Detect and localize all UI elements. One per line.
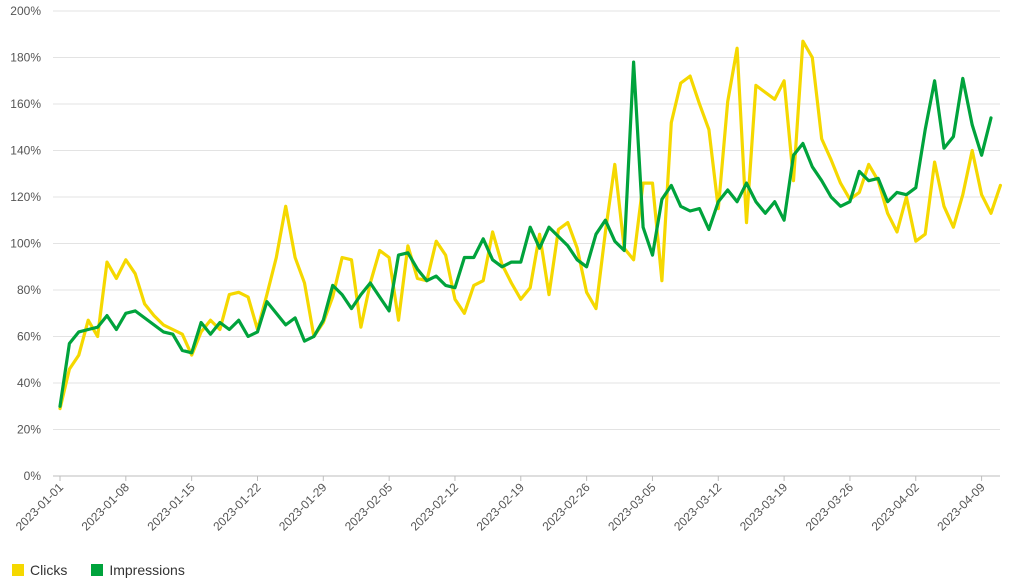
- x-tick-label: 2023-02-05: [342, 480, 396, 534]
- y-tick-label: 140%: [10, 144, 41, 158]
- y-tick-label: 20%: [17, 423, 41, 437]
- x-tick-label: 2023-01-29: [276, 480, 330, 534]
- x-tick-label: 2023-02-26: [539, 480, 593, 534]
- x-tick-label: 2023-03-19: [737, 480, 791, 534]
- series-line-impressions: [58, 60, 993, 408]
- x-tick-label: 2023-03-05: [605, 480, 659, 534]
- x-tick-label: 2023-04-09: [934, 480, 988, 534]
- y-tick-label: 40%: [17, 376, 41, 390]
- legend-swatch-clicks: [12, 564, 24, 576]
- legend-swatch-impressions: [91, 564, 104, 576]
- legend-label-impressions: Impressions: [109, 562, 185, 578]
- y-tick-label: 60%: [17, 330, 41, 344]
- series-line-clicks: [58, 39, 1003, 411]
- x-tick-label: 2023-01-01: [13, 480, 67, 534]
- legend-item-impressions[interactable]: Impressions: [91, 562, 185, 578]
- y-tick-label: 80%: [17, 283, 41, 297]
- x-tick-label: 2023-01-08: [79, 480, 133, 534]
- legend-label-clicks: Clicks: [30, 562, 68, 578]
- x-tick-label: 2023-01-22: [210, 480, 264, 534]
- y-tick-label: 0%: [24, 469, 42, 483]
- y-tick-label: 180%: [10, 51, 41, 65]
- x-tick-label: 2023-04-02: [869, 480, 923, 534]
- y-tick-label: 100%: [10, 237, 41, 251]
- x-tick-label: 2023-01-15: [144, 480, 198, 534]
- x-tick-label: 2023-03-12: [671, 480, 725, 534]
- legend: Clicks Impressions: [12, 562, 185, 578]
- y-tick-label: 160%: [10, 97, 41, 111]
- line-chart: 0% 20% 40% 60% 80% 100% 120% 140% 160% 180% 200% 20…: [10, 4, 1003, 534]
- x-tick-label: 2023-02-19: [474, 480, 528, 534]
- x-tick-label: 2023-02-12: [408, 480, 462, 534]
- legend-item-clicks[interactable]: Clicks: [12, 562, 67, 578]
- y-tick-label: 120%: [10, 190, 41, 204]
- x-tick-label: 2023-03-26: [803, 480, 857, 534]
- y-tick-label: 200%: [10, 4, 41, 18]
